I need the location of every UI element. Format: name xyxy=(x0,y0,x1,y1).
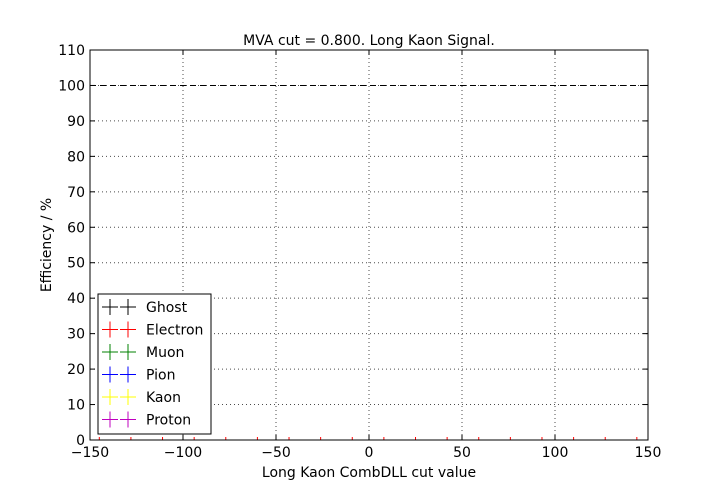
y-tick-label: 40 xyxy=(67,291,85,307)
x-axis-label: Long Kaon CombDLL cut value xyxy=(262,465,476,481)
y-tick-label: 20 xyxy=(67,362,85,378)
legend-label: Kaon xyxy=(146,390,181,406)
y-tick-label: 10 xyxy=(67,398,85,414)
legend-label: Electron xyxy=(146,323,203,339)
x-tick-label: −100 xyxy=(164,445,202,461)
legend-label: Proton xyxy=(146,413,191,429)
y-tick-label: 90 xyxy=(67,114,85,130)
y-tick-label: 100 xyxy=(58,78,85,94)
y-tick-label: 60 xyxy=(67,220,85,236)
x-tick-label: −50 xyxy=(261,445,291,461)
chart-title: MVA cut = 0.800. Long Kaon Signal. xyxy=(243,33,495,49)
plot-area: −150 −100 −50 0 50 100 150 0 10 20 30 40 50 60 70 80 90 1… xyxy=(58,43,661,461)
y-tick-label: 80 xyxy=(67,149,85,165)
x-tick-label: 0 xyxy=(365,445,374,461)
legend-label: Muon xyxy=(146,345,184,361)
x-tick-label: 100 xyxy=(542,445,569,461)
legend-label: Pion xyxy=(146,368,175,384)
legend: Ghost Electron Muon Pion Kaon Proton xyxy=(97,293,212,435)
x-tick-label: 50 xyxy=(453,445,471,461)
y-tick-label: 0 xyxy=(76,433,85,449)
y-tick-label: 30 xyxy=(67,327,85,343)
y-tick-label: 110 xyxy=(58,43,85,59)
y-axis-label: Efficiency / % xyxy=(39,198,55,292)
legend-label: Ghost xyxy=(146,300,188,316)
legend-box xyxy=(97,293,212,435)
x-tick-label: −150 xyxy=(71,445,109,461)
x-tick-label: 150 xyxy=(635,445,662,461)
y-tick-label: 50 xyxy=(67,256,85,272)
y-tick-label: 70 xyxy=(67,185,85,201)
